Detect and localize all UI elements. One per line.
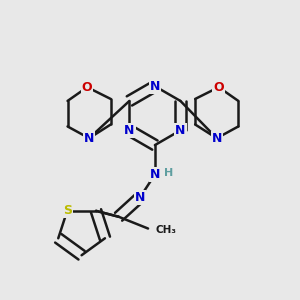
Text: CH₃: CH₃	[156, 226, 177, 236]
Text: H: H	[164, 168, 173, 178]
Text: N: N	[135, 190, 146, 204]
Text: N: N	[84, 132, 94, 145]
Text: N: N	[150, 80, 160, 93]
Text: N: N	[150, 168, 160, 181]
Text: N: N	[175, 124, 186, 137]
Text: N: N	[212, 132, 222, 145]
Text: N: N	[124, 124, 135, 137]
Text: O: O	[213, 81, 224, 94]
Text: O: O	[82, 81, 92, 94]
Text: S: S	[63, 204, 72, 218]
